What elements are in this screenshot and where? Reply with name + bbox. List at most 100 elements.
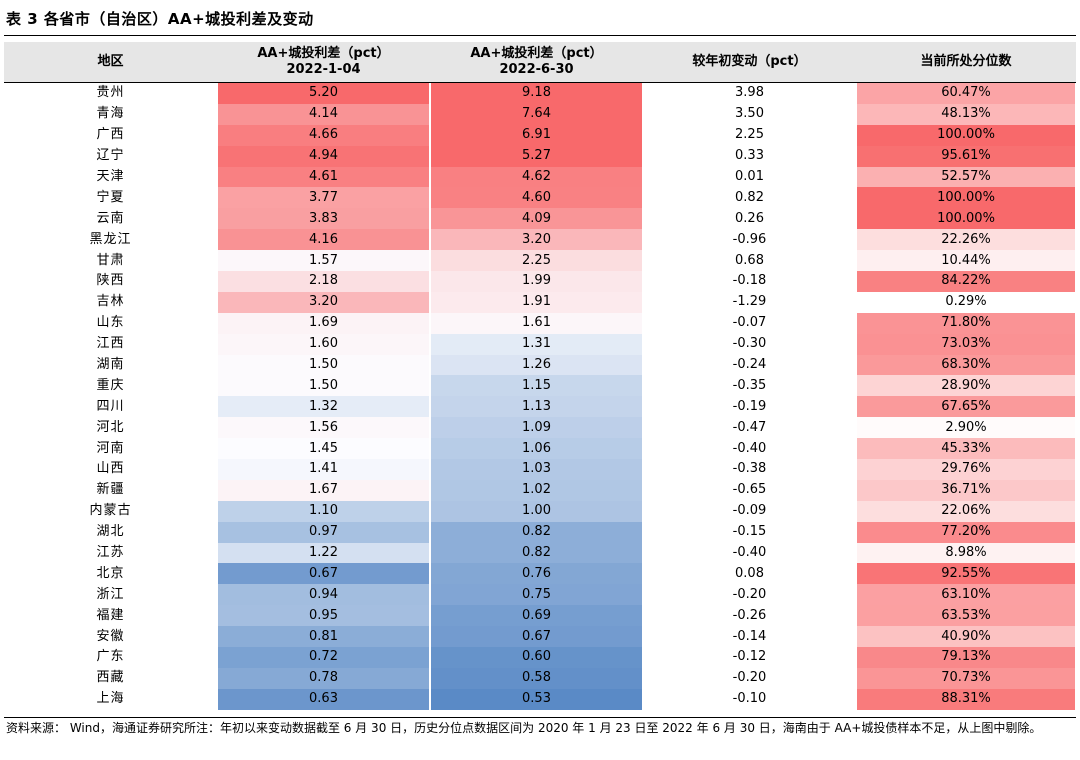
spread-jun-cell-value: 4.09 xyxy=(522,210,551,226)
spread-jan-cell-fill xyxy=(218,459,429,480)
region-cell-value: 福建 xyxy=(96,607,125,623)
spread-jan-cell-value: 3.20 xyxy=(309,294,338,310)
change-cell-value: -0.15 xyxy=(732,524,767,540)
spread-jun-cell-value: 1.61 xyxy=(522,315,551,331)
spread-jan-cell-fill xyxy=(218,542,429,564)
header-row: 地区 AA+城投利差（pct） 2022-1-04 AA+城投利差（pct） 2… xyxy=(4,42,1076,83)
spread-jun-cell-fill xyxy=(431,521,642,543)
spread-jun-cell-value: 0.60 xyxy=(522,649,551,665)
change-cell: 3.50 xyxy=(643,104,856,125)
region-cell: 黑龙江 xyxy=(4,229,217,250)
spread-jan-cell: 1.57 xyxy=(217,250,430,272)
table-row: 陕西 2.18 1.99 -0.18 84.22% xyxy=(4,271,1076,292)
region-cell-value: 黑龙江 xyxy=(89,231,132,247)
spread-jun-cell-fill xyxy=(431,250,642,272)
percentile-cell-value: 100.00% xyxy=(937,210,995,226)
header-spread-jun-line1: AA+城投利差（pct） xyxy=(470,46,603,61)
region-cell-value: 宁夏 xyxy=(96,189,125,205)
percentile-cell: 67.65% xyxy=(856,396,1076,418)
percentile-cell: 63.53% xyxy=(856,605,1076,627)
spread-jun-cell-value: 1.00 xyxy=(522,503,551,519)
percentile-cell: 71.80% xyxy=(856,312,1076,334)
spread-jan-cell-fill xyxy=(218,375,429,397)
table-row: 黑龙江 4.16 3.20 -0.96 22.26% xyxy=(4,229,1076,251)
spread-jan-cell: 1.60 xyxy=(217,333,430,355)
percentile-cell-value: 48.13% xyxy=(941,106,991,122)
spread-jun-cell-value: 1.26 xyxy=(522,357,551,373)
spread-jan-cell: 3.77 xyxy=(217,187,430,209)
region-cell-value: 吉林 xyxy=(96,294,125,310)
source-note: 资料来源： Wind，海通证券研究所注：年初以来变动数据截至 6 月 30 日，… xyxy=(6,721,1042,735)
change-cell: -0.12 xyxy=(643,647,856,668)
change-cell: -0.09 xyxy=(643,501,856,522)
change-cell-value: 3.98 xyxy=(735,85,764,101)
spread-jun-cell: 1.15 xyxy=(430,375,643,397)
spread-jan-cell-fill xyxy=(218,83,429,104)
spread-jun-cell-fill xyxy=(431,375,642,397)
spread-jan-cell-value: 1.67 xyxy=(309,482,338,498)
change-cell-value: -0.26 xyxy=(732,607,767,623)
spread-jun-cell: 0.58 xyxy=(430,667,643,689)
region-cell-value: 河南 xyxy=(96,440,125,456)
spread-jun-cell-value: 1.15 xyxy=(522,377,551,393)
spread-jun-cell-fill xyxy=(431,166,642,188)
region-cell-value: 湖北 xyxy=(96,524,125,540)
spread-jun-cell-value: 1.03 xyxy=(522,461,551,477)
spread-jan-cell-fill xyxy=(218,271,429,292)
spread-jun-cell-fill xyxy=(431,333,642,355)
spread-jun-cell: 0.67 xyxy=(430,626,643,648)
spread-jun-cell: 9.18 xyxy=(430,83,643,104)
table-row: 山东 1.69 1.61 -0.07 71.80% xyxy=(4,312,1076,334)
spread-jun-cell: 1.91 xyxy=(430,291,643,313)
spread-jan-cell: 1.45 xyxy=(217,438,430,460)
header-spread-jun: AA+城投利差（pct） 2022-6-30 xyxy=(430,42,643,83)
percentile-cell: 68.30% xyxy=(856,354,1076,376)
spread-jan-cell-value: 0.95 xyxy=(309,607,338,623)
table-row: 河北 1.56 1.09 -0.47 2.90% xyxy=(4,417,1076,439)
change-cell-value: -0.24 xyxy=(732,357,767,373)
region-cell: 湖北 xyxy=(4,522,217,543)
spread-jun-cell: 1.09 xyxy=(430,417,643,439)
spread-jan-cell: 1.41 xyxy=(217,459,430,480)
spread-jan-cell: 1.10 xyxy=(217,500,430,522)
table-row: 浙江 0.94 0.75 -0.20 63.10% xyxy=(4,584,1076,606)
region-cell-value: 重庆 xyxy=(96,377,125,393)
region-cell-value: 广东 xyxy=(96,649,125,665)
spread-jun-cell-value: 2.25 xyxy=(522,252,551,268)
spread-jan-cell-value: 1.45 xyxy=(309,440,338,456)
change-cell-value: -0.35 xyxy=(732,377,767,393)
spread-jan-cell-fill xyxy=(218,124,429,146)
spread-jun-cell-fill xyxy=(431,479,642,501)
spread-jun-cell-value: 0.67 xyxy=(522,628,551,644)
region-cell: 安徽 xyxy=(4,626,217,647)
spread-jan-cell: 1.56 xyxy=(217,417,430,439)
region-cell: 广东 xyxy=(4,647,217,668)
spread-jan-cell-value: 1.50 xyxy=(309,377,338,393)
region-cell-value: 西藏 xyxy=(96,670,125,686)
change-cell-value: -0.14 xyxy=(732,628,767,644)
percentile-cell: 84.22% xyxy=(856,271,1076,292)
region-cell: 上海 xyxy=(4,689,217,710)
table-row: 广西 4.66 6.91 2.25 100.00% xyxy=(4,124,1076,146)
table-row: 上海 0.63 0.53 -0.10 88.31% xyxy=(4,688,1076,710)
spread-jan-cell-value: 1.32 xyxy=(309,398,338,414)
spread-jan-cell-value: 3.77 xyxy=(309,189,338,205)
spread-jun-cell: 0.82 xyxy=(430,542,643,564)
percentile-cell: 8.98% xyxy=(856,542,1076,564)
region-cell: 青海 xyxy=(4,104,217,125)
change-cell: -0.47 xyxy=(643,417,856,438)
spread-jun-cell: 5.27 xyxy=(430,145,643,167)
spread-jan-cell: 4.94 xyxy=(217,145,430,167)
spread-jun-cell-fill xyxy=(431,584,642,606)
spread-jan-cell-fill xyxy=(218,333,429,355)
region-cell: 四川 xyxy=(4,396,217,417)
percentile-cell: 52.57% xyxy=(856,166,1076,188)
spread-jan-cell-fill xyxy=(218,354,429,376)
table-row: 安徽 0.81 0.67 -0.14 40.90% xyxy=(4,626,1076,648)
change-cell: -0.10 xyxy=(643,689,856,710)
change-cell: -0.35 xyxy=(643,375,856,396)
change-cell: 0.82 xyxy=(643,187,856,208)
spread-jun-cell-fill xyxy=(431,417,642,439)
spread-jun-cell-value: 1.91 xyxy=(522,294,551,310)
spread-table: 地区 AA+城投利差（pct） 2022-1-04 AA+城投利差（pct） 2… xyxy=(4,42,1076,710)
